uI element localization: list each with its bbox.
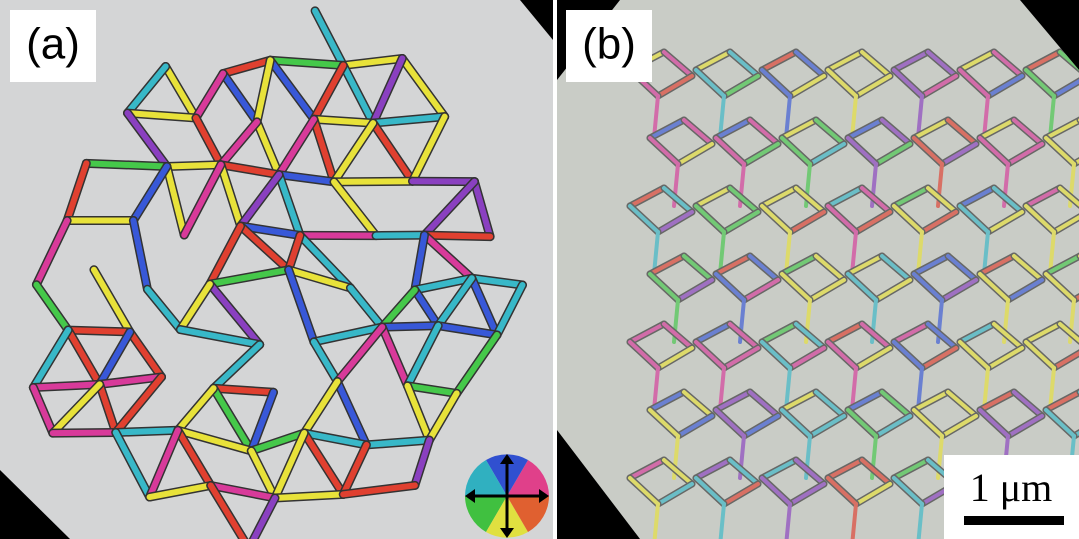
nanomagnet-bar [68,330,130,332]
nanomagnet-bar [334,181,412,182]
nanomagnet-bar [116,430,178,432]
scale-bar-label: 1 μm [970,465,1053,510]
figure: (a) (b) 1 μm [0,0,1079,539]
nanomagnet-bar [275,494,343,498]
nanomagnet-bar [314,119,373,123]
nanomagnet-bar [214,388,274,392]
panel-label: (b) [582,20,636,69]
color-wheel [465,454,549,538]
nanomagnet-bar [424,235,490,237]
nanomagnet-bar [33,384,99,387]
panel-gap [553,0,557,539]
scale-bar [964,516,1064,525]
panel-label: (a) [26,20,80,69]
nanomagnet-bar [382,326,438,327]
nanomagnet-bar [86,163,167,166]
page: (a) (b) 1 μm (() => { const data = JSON.… [0,0,1079,539]
nanomagnet-bar [53,432,116,433]
nanomagnet-bar [167,165,221,167]
